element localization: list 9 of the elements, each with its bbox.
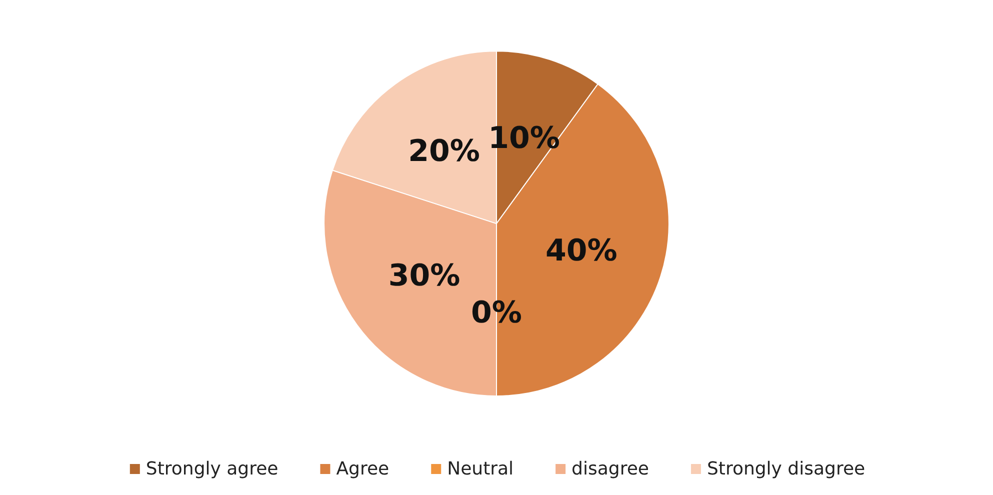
legend-label: disagree bbox=[572, 458, 649, 480]
legend-label: Strongly agree bbox=[146, 458, 278, 480]
legend-label: Agree bbox=[336, 458, 390, 480]
data-label: 20% bbox=[408, 134, 480, 169]
data-label: 30% bbox=[388, 258, 460, 294]
data-label: 40% bbox=[545, 234, 618, 269]
legend-label: Neutral bbox=[447, 458, 514, 480]
legend-label: Strongly disagree bbox=[706, 458, 866, 480]
text: 0% bbox=[471, 295, 522, 330]
